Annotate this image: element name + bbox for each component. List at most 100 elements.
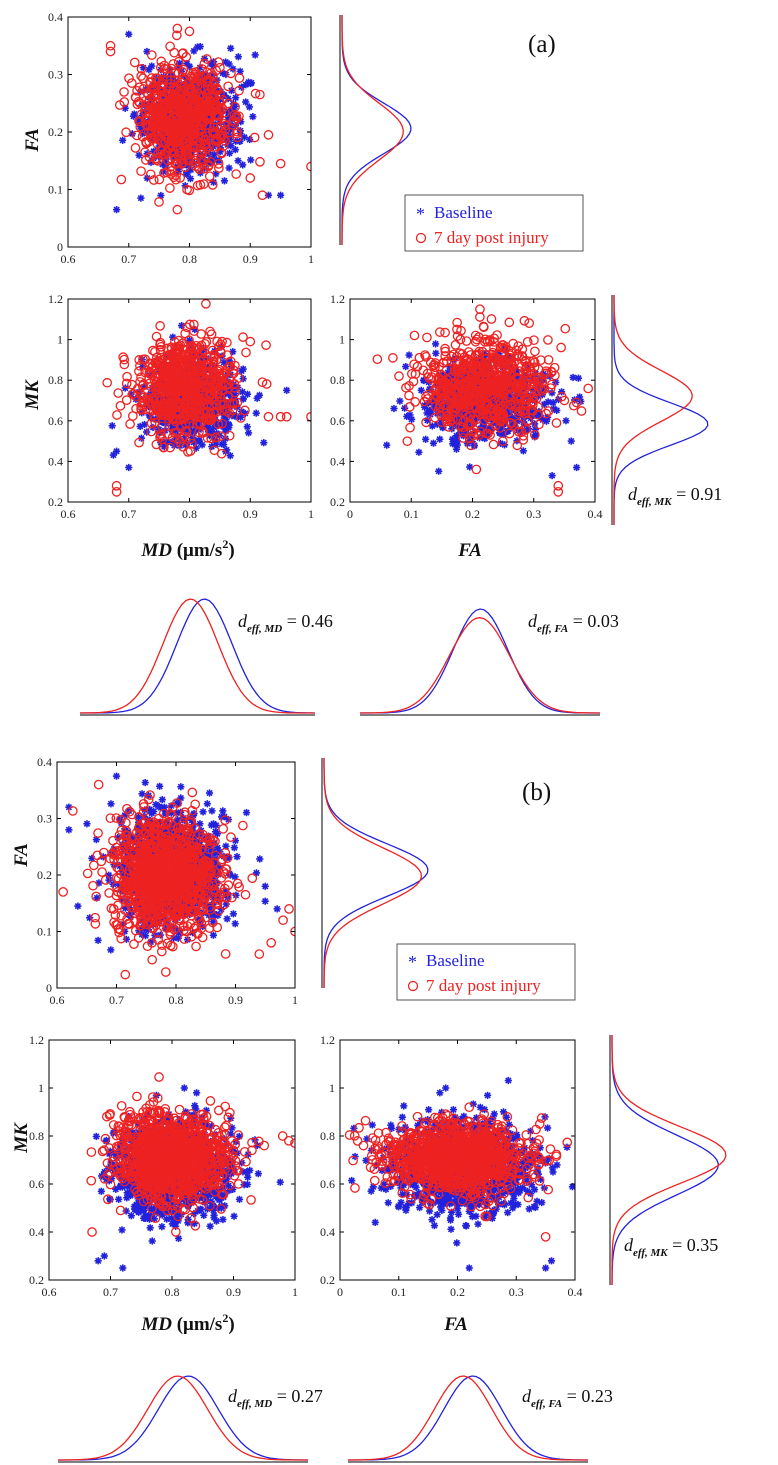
point-post-injury (394, 371, 404, 381)
point-post-injury (245, 336, 256, 347)
point-post-injury (232, 132, 243, 143)
point-post-injury (434, 327, 445, 337)
point-post-injury (189, 121, 200, 132)
scatter-fa-vs-md-a: 0.6 0.7 0.8 0.9 100.10.20.30.4 (48, 10, 314, 266)
deff-md-a: deff, MD = 0.46 (238, 611, 333, 635)
point-post-injury (175, 94, 186, 105)
point-post-injury (147, 103, 157, 114)
point-post-injury (149, 375, 160, 386)
point-post-injury (440, 327, 450, 338)
point-post-injury (515, 406, 525, 417)
point-post-injury (388, 353, 398, 363)
point-post-injury (111, 486, 122, 497)
point-post-injury (504, 428, 515, 439)
point-post-injury (205, 351, 216, 361)
point-post-injury (150, 346, 160, 357)
point-post-injury (187, 438, 197, 449)
point-post-injury (151, 439, 162, 450)
point-post-injury (185, 446, 196, 456)
y-tick-label: 0.6 (48, 414, 63, 428)
point-post-injury (213, 419, 224, 430)
point-post-injury (121, 395, 132, 405)
point-post-injury (500, 384, 511, 394)
point-post-injury (173, 56, 184, 67)
point-baseline (242, 98, 250, 106)
point-post-injury (198, 426, 208, 437)
y-tick-label: 0.4 (330, 454, 345, 468)
point-post-injury (129, 57, 140, 68)
point-post-injury (372, 354, 383, 365)
point-post-injury (440, 393, 450, 403)
point-post-injury (222, 406, 232, 417)
point-baseline (396, 397, 404, 405)
point-post-injury (113, 388, 124, 398)
point-post-injury (105, 46, 116, 57)
point-post-injury (536, 384, 546, 394)
point-post-injury (199, 116, 210, 127)
point-post-injury (151, 331, 162, 342)
point-post-injury (206, 329, 217, 340)
point-baseline (138, 790, 146, 798)
point-baseline (196, 820, 204, 828)
y-tick-label: 0.2 (48, 125, 63, 139)
point-post-injury (217, 130, 228, 141)
point-post-injury (487, 349, 498, 360)
point-post-injury (181, 52, 192, 62)
scatter-mk-vs-fa-a: 0 0.1 0.2 0.3 0.40.20.40.60.811.2 (330, 292, 603, 521)
point-baseline (260, 439, 268, 447)
point-post-injury (209, 76, 219, 87)
point-baseline (232, 94, 240, 102)
point-baseline (83, 820, 91, 828)
x-axis-label-fa-a: FA (457, 540, 482, 561)
point-post-injury (131, 403, 141, 414)
point-baseline (249, 113, 257, 121)
point-post-injury (212, 110, 223, 121)
point-baseline (383, 441, 391, 449)
point-post-injury (458, 433, 469, 443)
point-baseline (207, 821, 216, 829)
point-post-injury (441, 416, 452, 427)
point-baseline (569, 373, 577, 382)
point-post-injury (446, 391, 456, 401)
point-post-injury (144, 373, 155, 384)
point-post-injury (200, 138, 210, 149)
point-post-injury (165, 442, 175, 453)
point-post-injury (529, 335, 539, 346)
point-post-injury (212, 336, 222, 347)
point-post-injury (165, 75, 176, 85)
point-post-injury (165, 377, 176, 388)
point-post-injury (513, 418, 523, 429)
point-baseline (573, 463, 581, 472)
point-baseline (544, 398, 552, 406)
point-post-injury (167, 359, 178, 370)
point-post-injury (213, 379, 223, 389)
point-post-injury (214, 111, 225, 122)
point-post-injury (147, 132, 158, 143)
point-post-injury (224, 408, 235, 418)
x-axis-label-md-a: MD (μm/s2) (140, 537, 234, 561)
point-post-injury (121, 378, 132, 389)
point-post-injury (458, 427, 469, 438)
point-post-injury (205, 96, 215, 107)
point-post-injury (495, 398, 506, 408)
x-tick-label: 0.9 (243, 252, 258, 266)
point-post-injury (576, 406, 587, 416)
point-post-injury (204, 171, 215, 182)
point-post-injury (504, 392, 514, 402)
point-baseline (199, 808, 207, 816)
point-post-injury (560, 323, 571, 334)
point-post-injury (160, 406, 171, 417)
point-post-injury (203, 371, 213, 382)
y-tick-label: 0.4 (48, 454, 63, 468)
point-post-injury (197, 147, 207, 157)
point-post-injury (465, 350, 476, 360)
point-post-injury (235, 413, 246, 423)
scatter-fa-vs-md-b: 0.6 0.7 0.8 0.9 100.10.20.30.4 (37, 755, 298, 1007)
point-post-injury (207, 389, 217, 400)
point-baseline (125, 463, 133, 472)
point-post-injury (473, 407, 484, 418)
point-post-injury (111, 480, 122, 491)
point-post-injury (534, 419, 544, 430)
point-post-injury (199, 71, 209, 82)
